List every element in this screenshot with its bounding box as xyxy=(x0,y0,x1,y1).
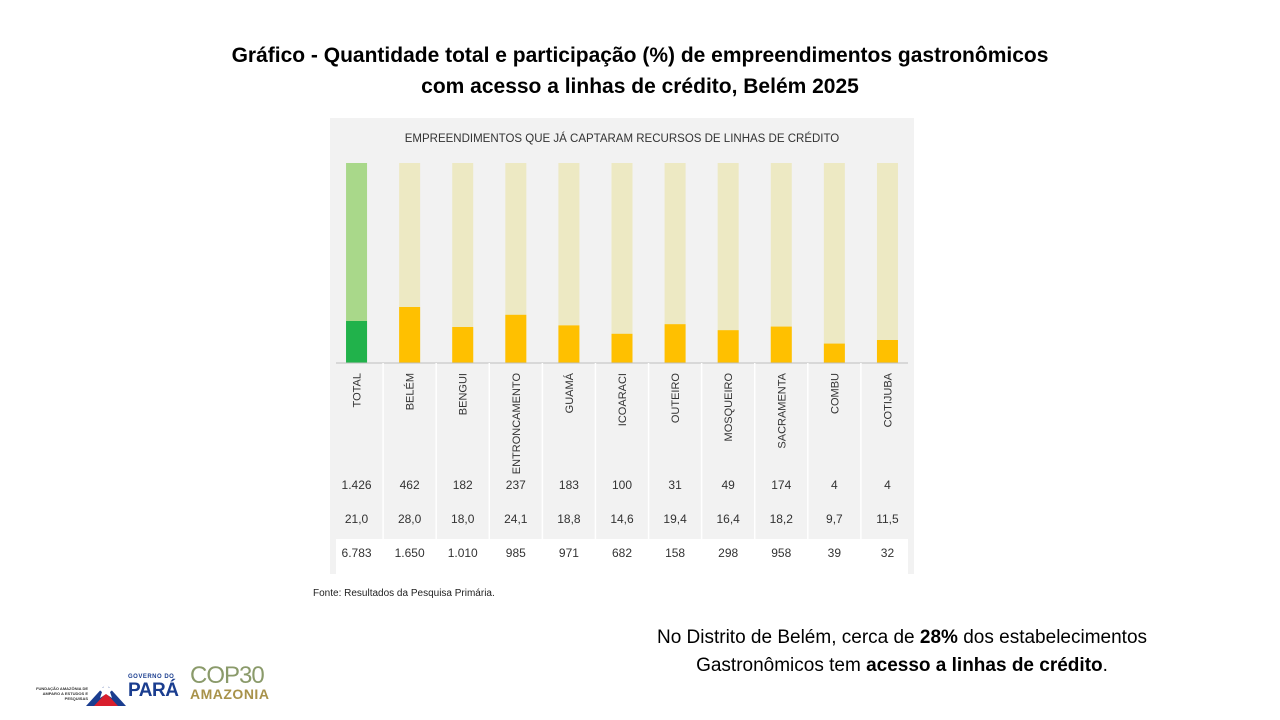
table-cell-2-0: 6.783 xyxy=(342,546,372,560)
credit-chart: EMPREENDIMENTOS QUE JÁ CAPTARAM RECURSOS… xyxy=(336,132,908,574)
conclusion-highlight-percent: 28% xyxy=(919,627,958,648)
table-cell-0-2: 182 xyxy=(453,478,473,492)
category-label-6: OUTEIRO xyxy=(670,373,682,424)
category-label-0: TOTAL xyxy=(352,373,364,407)
table-cell-1-5: 14,6 xyxy=(610,512,634,526)
conclusion-line-1: No Distrito de Belém, cerca de 28% dos e… xyxy=(622,624,1182,652)
bar-background-3 xyxy=(505,163,527,363)
bar-background-8 xyxy=(770,163,792,363)
conclusion-line-2-a: Gastronômicos tem xyxy=(696,655,867,676)
bar-background-10 xyxy=(876,163,898,363)
fapespa-logo: FUNDAÇÃO AMAZÔNIA DE AMPARO A ESTUDOS E … xyxy=(30,686,88,701)
conclusion-line-2: Gastronômicos tem acesso a linhas de cré… xyxy=(622,652,1182,680)
bar-3 xyxy=(505,314,527,363)
table-cell-1-10: 11,5 xyxy=(876,512,899,526)
conclusion-line-1-c: dos estabelecimentos xyxy=(957,627,1148,648)
category-labels: TOTAL BELÉM BENGUI ENTRONCAMENTO GUAMÁ ICOARA… xyxy=(352,372,895,474)
bar-5 xyxy=(611,333,633,363)
slide-title-line-2: com acesso a linhas de crédito, Belém 20… xyxy=(421,75,859,98)
table-row-band xyxy=(336,539,908,574)
conclusion-line-2-c: . xyxy=(1102,655,1108,676)
table-cell-2-9: 39 xyxy=(828,546,842,560)
bar-2 xyxy=(452,327,474,363)
table-cell-1-6: 19,4 xyxy=(663,512,687,526)
fapespa-text-1: FUNDAÇÃO AMAZÔNIA DE xyxy=(36,686,88,691)
bar-9 xyxy=(823,343,845,363)
table-cell-0-3: 237 xyxy=(506,478,526,492)
category-label-7: MOSQUEIRO xyxy=(723,373,735,442)
table-cell-0-1: 462 xyxy=(400,478,420,492)
table-cell-0-9: 4 xyxy=(831,478,838,492)
data-table: 1.426 462 182 237 183 100 31 49 174 4 4 21,0 28,0 18,… xyxy=(336,363,908,574)
bar-background-7 xyxy=(717,163,739,363)
chart-title: EMPREENDIMENTOS QUE JÁ CAPTARAM RECURSOS… xyxy=(405,132,840,145)
category-label-3: ENTRONCAMENTO xyxy=(511,373,523,475)
bar-7 xyxy=(717,330,739,363)
table-cell-1-1: 28,0 xyxy=(398,512,422,526)
bar-1 xyxy=(399,307,421,363)
table-cell-0-10: 4 xyxy=(884,478,891,492)
category-label-5: ICOARACI xyxy=(617,373,629,426)
bar-background-5 xyxy=(611,163,633,363)
bar-8 xyxy=(770,326,792,363)
category-label-4: GUAMÁ xyxy=(563,372,576,413)
conclusion-text: No Distrito de Belém, cerca de 28% dos e… xyxy=(622,624,1182,680)
table-cell-2-7: 298 xyxy=(718,546,738,560)
table-cell-1-9: 9,7 xyxy=(826,512,843,526)
table-cell-2-10: 32 xyxy=(881,546,895,560)
table-cell-2-8: 958 xyxy=(771,546,791,560)
chart-panel: EMPREENDIMENTOS QUE JÁ CAPTARAM RECURSOS… xyxy=(330,118,914,574)
bar-0 xyxy=(346,321,368,363)
bars-group xyxy=(346,163,898,363)
category-label-8: SACRAMENTA xyxy=(776,372,788,448)
para-label: PARÁ xyxy=(128,680,179,701)
bar-background-2 xyxy=(452,163,474,363)
bar-background-9 xyxy=(823,163,845,363)
footer-logos: FUNDAÇÃO AMAZÔNIA DE AMPARO A ESTUDOS E … xyxy=(30,660,290,720)
cop30-logo: COP30 AMAZONIA xyxy=(190,662,280,718)
table-cell-2-3: 985 xyxy=(506,546,526,560)
table-cell-2-5: 682 xyxy=(612,546,632,560)
para-flag-icon xyxy=(86,682,126,706)
slide-title-line-1: Gráfico - Quantidade total e participaçã… xyxy=(231,44,1049,67)
table-cell-2-4: 971 xyxy=(559,546,579,560)
bar-background-6 xyxy=(664,163,686,363)
bar-4 xyxy=(558,325,580,363)
table-cell-0-5: 100 xyxy=(612,478,632,492)
table-cell-0-7: 49 xyxy=(722,478,736,492)
governo-label: GOVERNO DO xyxy=(128,674,175,680)
fapespa-text-2: AMPARO A ESTUDOS E xyxy=(42,691,88,696)
table-cell-2-1: 1.650 xyxy=(395,546,425,560)
table-cell-0-0: 1.426 xyxy=(342,478,372,492)
bar-10 xyxy=(876,340,898,363)
table-cell-0-4: 183 xyxy=(559,478,579,492)
category-label-9: COMBU xyxy=(829,373,841,414)
table-cell-1-4: 18,8 xyxy=(557,512,581,526)
table-cell-2-6: 158 xyxy=(665,546,685,560)
category-label-2: BENGUI xyxy=(458,373,470,415)
table-cell-1-3: 24,1 xyxy=(504,512,528,526)
table-cell-1-0: 21,0 xyxy=(345,512,369,526)
table-cell-1-2: 18,0 xyxy=(451,512,475,526)
table-cell-0-8: 174 xyxy=(771,478,791,492)
conclusion-highlight-credit: acesso a linhas de crédito xyxy=(866,655,1103,676)
conclusion-line-1-a: No Distrito de Belém, cerca de xyxy=(656,627,920,648)
table-cell-1-8: 18,2 xyxy=(770,512,794,526)
bar-background-0 xyxy=(346,163,368,363)
category-label-1: BELÉM xyxy=(404,373,417,410)
cop30-label: COP30 xyxy=(190,662,265,689)
amazonia-label: AMAZONIA xyxy=(190,686,270,702)
source-note: Fonte: Resultados da Pesquisa Primária. xyxy=(313,588,495,599)
category-label-10: COTIJUBA xyxy=(882,372,894,427)
table-cell-2-2: 1.010 xyxy=(448,546,478,560)
table-cell-0-6: 31 xyxy=(668,478,682,492)
slide-title: Gráfico - Quantidade total e participaçã… xyxy=(140,40,1140,102)
governo-para-logo: GOVERNO DO PARÁ xyxy=(86,672,206,708)
bar-background-4 xyxy=(558,163,580,363)
bar-6 xyxy=(664,324,686,363)
table-cell-1-7: 16,4 xyxy=(717,512,741,526)
fapespa-text-3: PESQUISAS xyxy=(64,696,88,701)
